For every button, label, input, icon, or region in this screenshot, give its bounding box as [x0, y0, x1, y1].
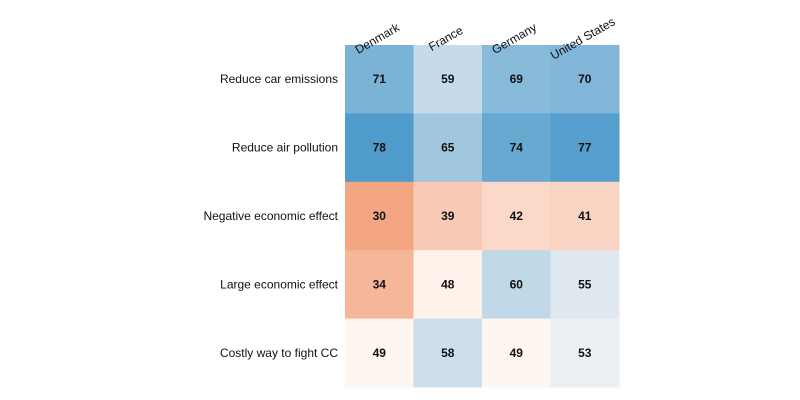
heatmap-cell-value: 59	[441, 72, 455, 86]
heatmap-cell	[550, 113, 620, 183]
heatmap-cell	[550, 250, 620, 320]
heatmap-cell	[345, 181, 414, 251]
heatmap-cell-value: 69	[510, 72, 524, 86]
row-label: Reduce car emissions	[220, 72, 338, 86]
heatmap-cell-value: 34	[373, 277, 387, 291]
heatmap-cell-value: 49	[510, 346, 524, 360]
heatmap-cell	[482, 113, 551, 183]
heatmap-cell	[413, 318, 483, 388]
heatmap-cell	[345, 45, 414, 114]
heatmap-cell	[413, 250, 483, 320]
heatmap-cell-value: 70	[578, 72, 592, 86]
row-label: Costly way to fight CC	[220, 346, 338, 360]
heatmap-cell	[482, 318, 551, 388]
heatmap-cell-value: 30	[373, 209, 387, 223]
row-label: Negative economic effect	[203, 209, 338, 223]
heatmap-cell-value: 60	[510, 277, 524, 291]
heatmap-cell	[550, 181, 620, 251]
heatmap-cell	[550, 45, 620, 114]
heatmap-cell-value: 55	[578, 277, 592, 291]
heatmap-cell-value: 41	[578, 209, 592, 223]
heatmap-cell-value: 53	[578, 346, 592, 360]
heatmap-cell-value: 65	[441, 141, 455, 155]
heatmap-cell-value: 58	[441, 346, 455, 360]
heatmap-cell-value: 71	[373, 72, 387, 86]
heatmap-cell	[482, 45, 551, 114]
heatmap-cell	[482, 181, 551, 251]
heatmap-cell	[413, 181, 483, 251]
heatmap-cell-value: 77	[578, 141, 592, 155]
heatmap-cell-value: 39	[441, 209, 455, 223]
heatmap-cell-value: 78	[373, 141, 387, 155]
heatmap-row-labels: Reduce car emissions Reduce air pollution…	[203, 72, 338, 360]
row-label: Reduce air pollution	[232, 141, 338, 155]
row-label: Large economic effect	[220, 277, 339, 291]
heatmap-cell-value: 42	[510, 209, 524, 223]
heatmap-cell	[482, 250, 551, 320]
heatmap-cell-value: 48	[441, 277, 455, 291]
heatmap-cell	[413, 45, 483, 114]
heatmap-cell-value: 74	[510, 141, 524, 155]
heatmap-cells	[345, 45, 620, 388]
heatmap-cell	[345, 250, 414, 320]
heatmap-cell	[345, 318, 414, 388]
heatmap-cell	[413, 113, 483, 183]
heatmap-cell	[550, 318, 620, 388]
heatmap-cell-value: 49	[373, 346, 387, 360]
heatmap-cell	[345, 113, 414, 183]
heatmap-cell-values: 71 59 69 70 78 65 74 77 30 39 42 41 34 48 60 55 49 58 49 53	[373, 72, 592, 360]
